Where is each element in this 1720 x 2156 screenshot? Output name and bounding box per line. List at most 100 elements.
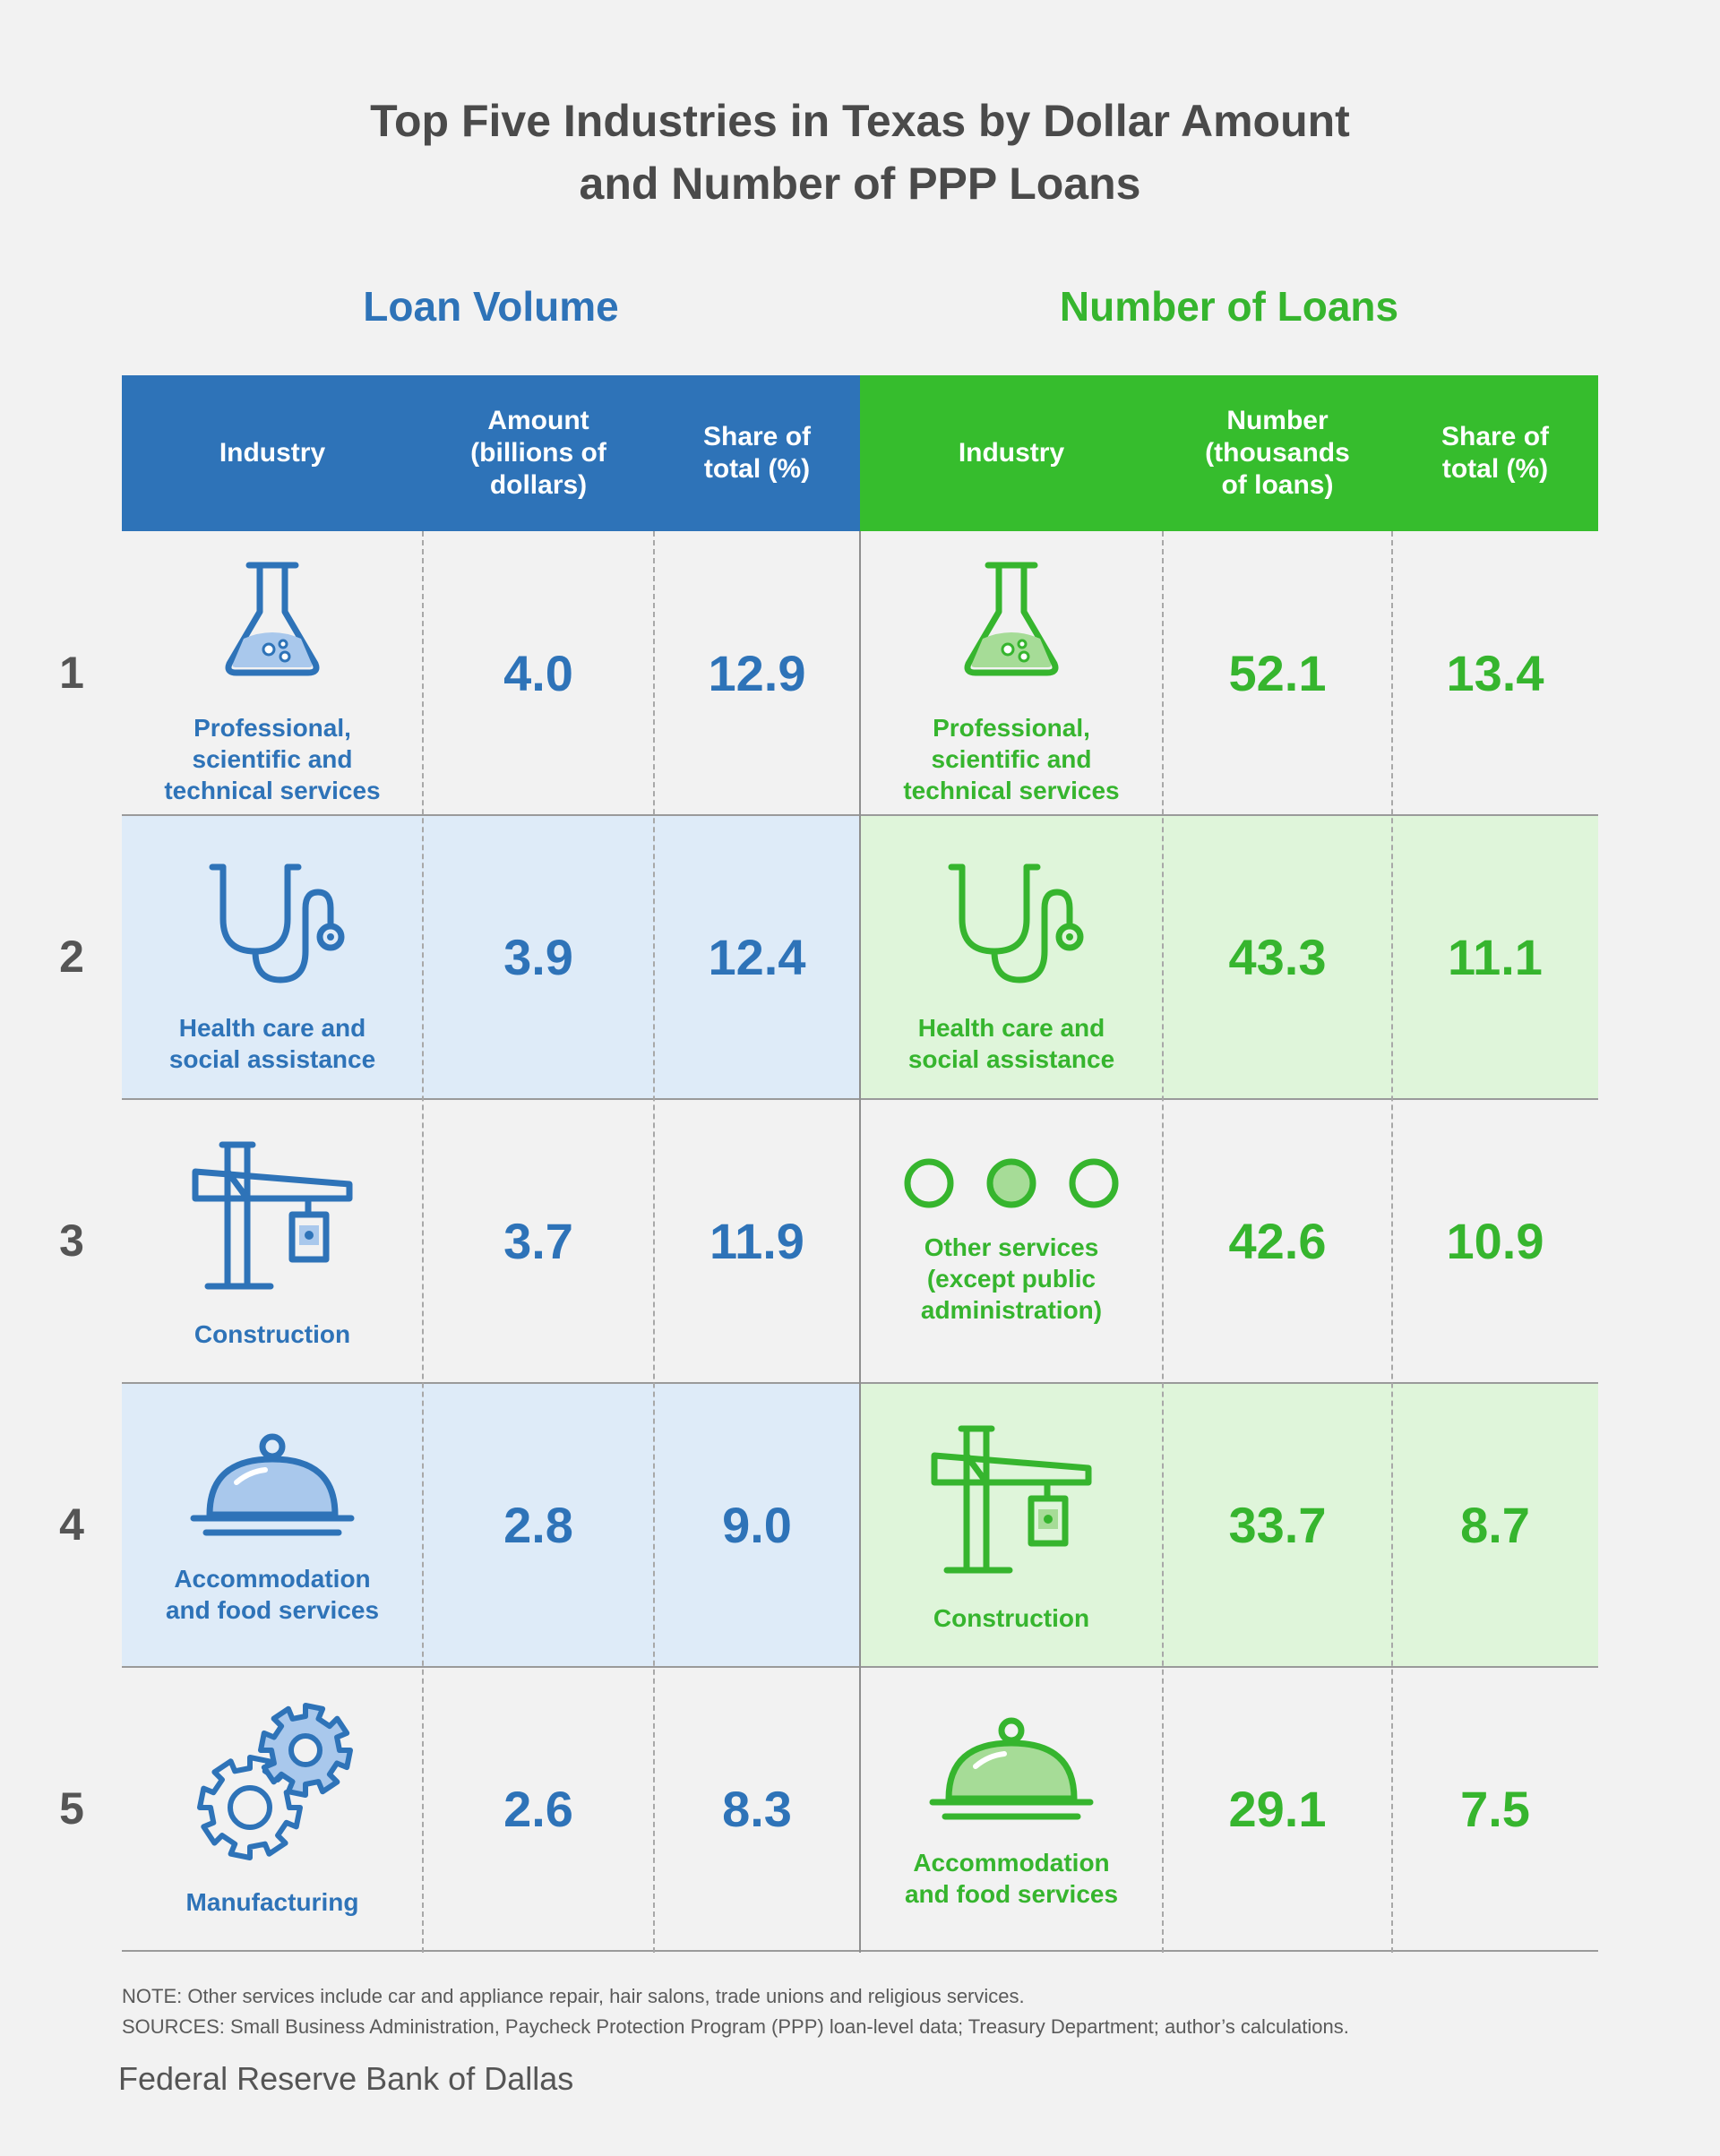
industry-label: Other services (except public administrati… — [860, 1232, 1163, 1326]
industry-label-line: Professional, — [194, 714, 351, 742]
industry-label-line: social assistance — [168, 1044, 376, 1073]
industry-label: Health care and social assistance — [122, 1012, 423, 1075]
number-header-line: of loans) — [1221, 470, 1334, 500]
rank-number: 3 — [59, 1215, 84, 1266]
volume-header-text-2: Share of total (%) — [703, 421, 811, 485]
industry-label: Health care and social assistance — [860, 1012, 1163, 1075]
volume-share-value: 12.9 — [708, 644, 806, 701]
loan-volume-heading: Loan Volume — [363, 283, 619, 330]
stethoscope-icon — [926, 840, 1096, 997]
industry-label-line: Construction — [933, 1604, 1090, 1632]
number-header-line: (thousands — [1205, 438, 1350, 468]
volume-header-line: (billions of — [470, 438, 606, 468]
gears-icon — [187, 1700, 357, 1871]
industry-label: Accommodation and food services — [122, 1563, 423, 1626]
rank-number: 4 — [59, 1499, 84, 1550]
flask-icon — [936, 540, 1087, 697]
number-header-text-2: Share of total (%) — [1441, 421, 1549, 485]
number-share-value: 8.7 — [1460, 1496, 1530, 1553]
number-share-value: 11.1 — [1448, 928, 1543, 985]
column-divider — [422, 531, 424, 1953]
industry-label-line: (except public — [926, 1265, 1096, 1293]
volume-header-line: dollars) — [489, 470, 588, 500]
volume-header-2: Share of total (%) — [654, 375, 860, 531]
number-header-1: Number (thousands of loans) — [1163, 375, 1392, 531]
column-divider — [1391, 531, 1393, 1953]
industry-label: Professional, scientific and technical ser… — [122, 712, 423, 806]
volume-header-line: Industry — [219, 438, 326, 468]
number-share-value: 10.9 — [1446, 1212, 1544, 1269]
amount-value: 3.7 — [503, 1212, 573, 1269]
industry-label-line: Health care and — [917, 1013, 1105, 1042]
industry-label-line: technical services — [164, 777, 381, 804]
industry-label-line: and food services — [904, 1879, 1119, 1908]
industry-label-line: Construction — [194, 1320, 351, 1348]
volume-header-line: Amount — [487, 406, 589, 435]
number-share-value: 7.5 — [1460, 1780, 1530, 1837]
industry-label-line: Manufacturing — [185, 1888, 359, 1916]
industry-label-line: scientific and — [192, 745, 353, 773]
industry-label-line: scientific and — [931, 745, 1092, 773]
number-value: 43.3 — [1228, 928, 1327, 985]
row-shade-volume — [122, 1383, 860, 1667]
number-value: 29.1 — [1228, 1780, 1327, 1837]
volume-share-value: 9.0 — [722, 1496, 792, 1553]
number-value: 52.1 — [1228, 644, 1327, 701]
volume-header-text-0: Industry — [219, 437, 325, 469]
industry-label-line: Accommodation — [913, 1848, 1110, 1877]
row-shade-number — [860, 815, 1598, 1099]
industry-label-line: Professional, — [933, 714, 1090, 742]
amount-value: 2.8 — [503, 1496, 573, 1553]
number-header-2: Share of total (%) — [1392, 375, 1598, 531]
amount-value: 4.0 — [503, 644, 573, 701]
industry-label-line: Accommodation — [174, 1564, 371, 1593]
number-of-loans-header: Industry Number (thousands of loans) Share o… — [860, 375, 1598, 531]
column-divider — [653, 531, 655, 1953]
volume-share-value: 12.4 — [708, 928, 806, 985]
number-header-text-1: Number (thousands of loans) — [1205, 405, 1350, 502]
number-of-loans-heading: Number of Loans — [1059, 283, 1399, 330]
notes: NOTE: Other services include car and app… — [122, 1981, 1349, 2042]
number-header-line: total (%) — [1441, 454, 1549, 484]
title-line-2: and Number of PPP Loans — [579, 159, 1141, 209]
number-value: 42.6 — [1228, 1212, 1327, 1269]
industry-label: Accommodation and food services — [860, 1847, 1163, 1910]
sources-text: SOURCES: Small Business Administration, … — [122, 2015, 1349, 2038]
industry-label-line: social assistance — [907, 1044, 1115, 1073]
cloche-icon — [922, 1709, 1101, 1832]
number-share-value: 13.4 — [1446, 644, 1544, 701]
volume-header-1: Amount (billions of dollars) — [423, 375, 654, 531]
volume-header-text-1: Amount (billions of dollars) — [470, 405, 606, 502]
industry-label-line: and food services — [165, 1595, 380, 1624]
volume-header-line: Share of — [702, 422, 812, 451]
industry-label-line: technical services — [903, 777, 1120, 804]
flask-icon — [197, 540, 348, 697]
crane-icon — [922, 1416, 1101, 1587]
volume-share-value: 8.3 — [722, 1780, 792, 1837]
industry-label: Manufacturing — [122, 1886, 423, 1918]
industry-label-line: Health care and — [178, 1013, 366, 1042]
rank-number: 2 — [59, 931, 84, 982]
rank-number: 1 — [59, 647, 84, 698]
volume-share-value: 11.9 — [710, 1212, 804, 1269]
footer-credit: Federal Reserve Bank of Dallas — [118, 2060, 574, 2097]
crane-icon — [183, 1132, 362, 1303]
row-shade-volume — [122, 815, 860, 1099]
amount-value: 2.6 — [503, 1780, 573, 1837]
industry-label: Professional, scientific and technical ser… — [860, 712, 1163, 806]
industry-label: Construction — [122, 1319, 423, 1350]
industry-label: Construction — [860, 1602, 1163, 1634]
volume-header-line: total (%) — [703, 454, 811, 484]
note-text: NOTE: Other services include car and app… — [122, 1985, 1025, 2007]
cloche-icon — [183, 1425, 362, 1548]
chart-title: Top Five Industries in Texas by Dollar A… — [0, 90, 1720, 215]
group-divider — [859, 531, 861, 1953]
industry-label-line: Other services — [924, 1233, 1099, 1261]
amount-value: 3.9 — [503, 928, 573, 985]
number-header-0: Industry — [860, 375, 1163, 531]
dots-icon — [902, 1156, 1121, 1216]
rank-number: 5 — [59, 1782, 84, 1834]
title-line-1: Top Five Industries in Texas by Dollar A… — [370, 96, 1350, 146]
loan-volume-header: Industry Amount (billions of dollars) Share … — [122, 375, 860, 531]
column-divider — [1162, 531, 1164, 1953]
